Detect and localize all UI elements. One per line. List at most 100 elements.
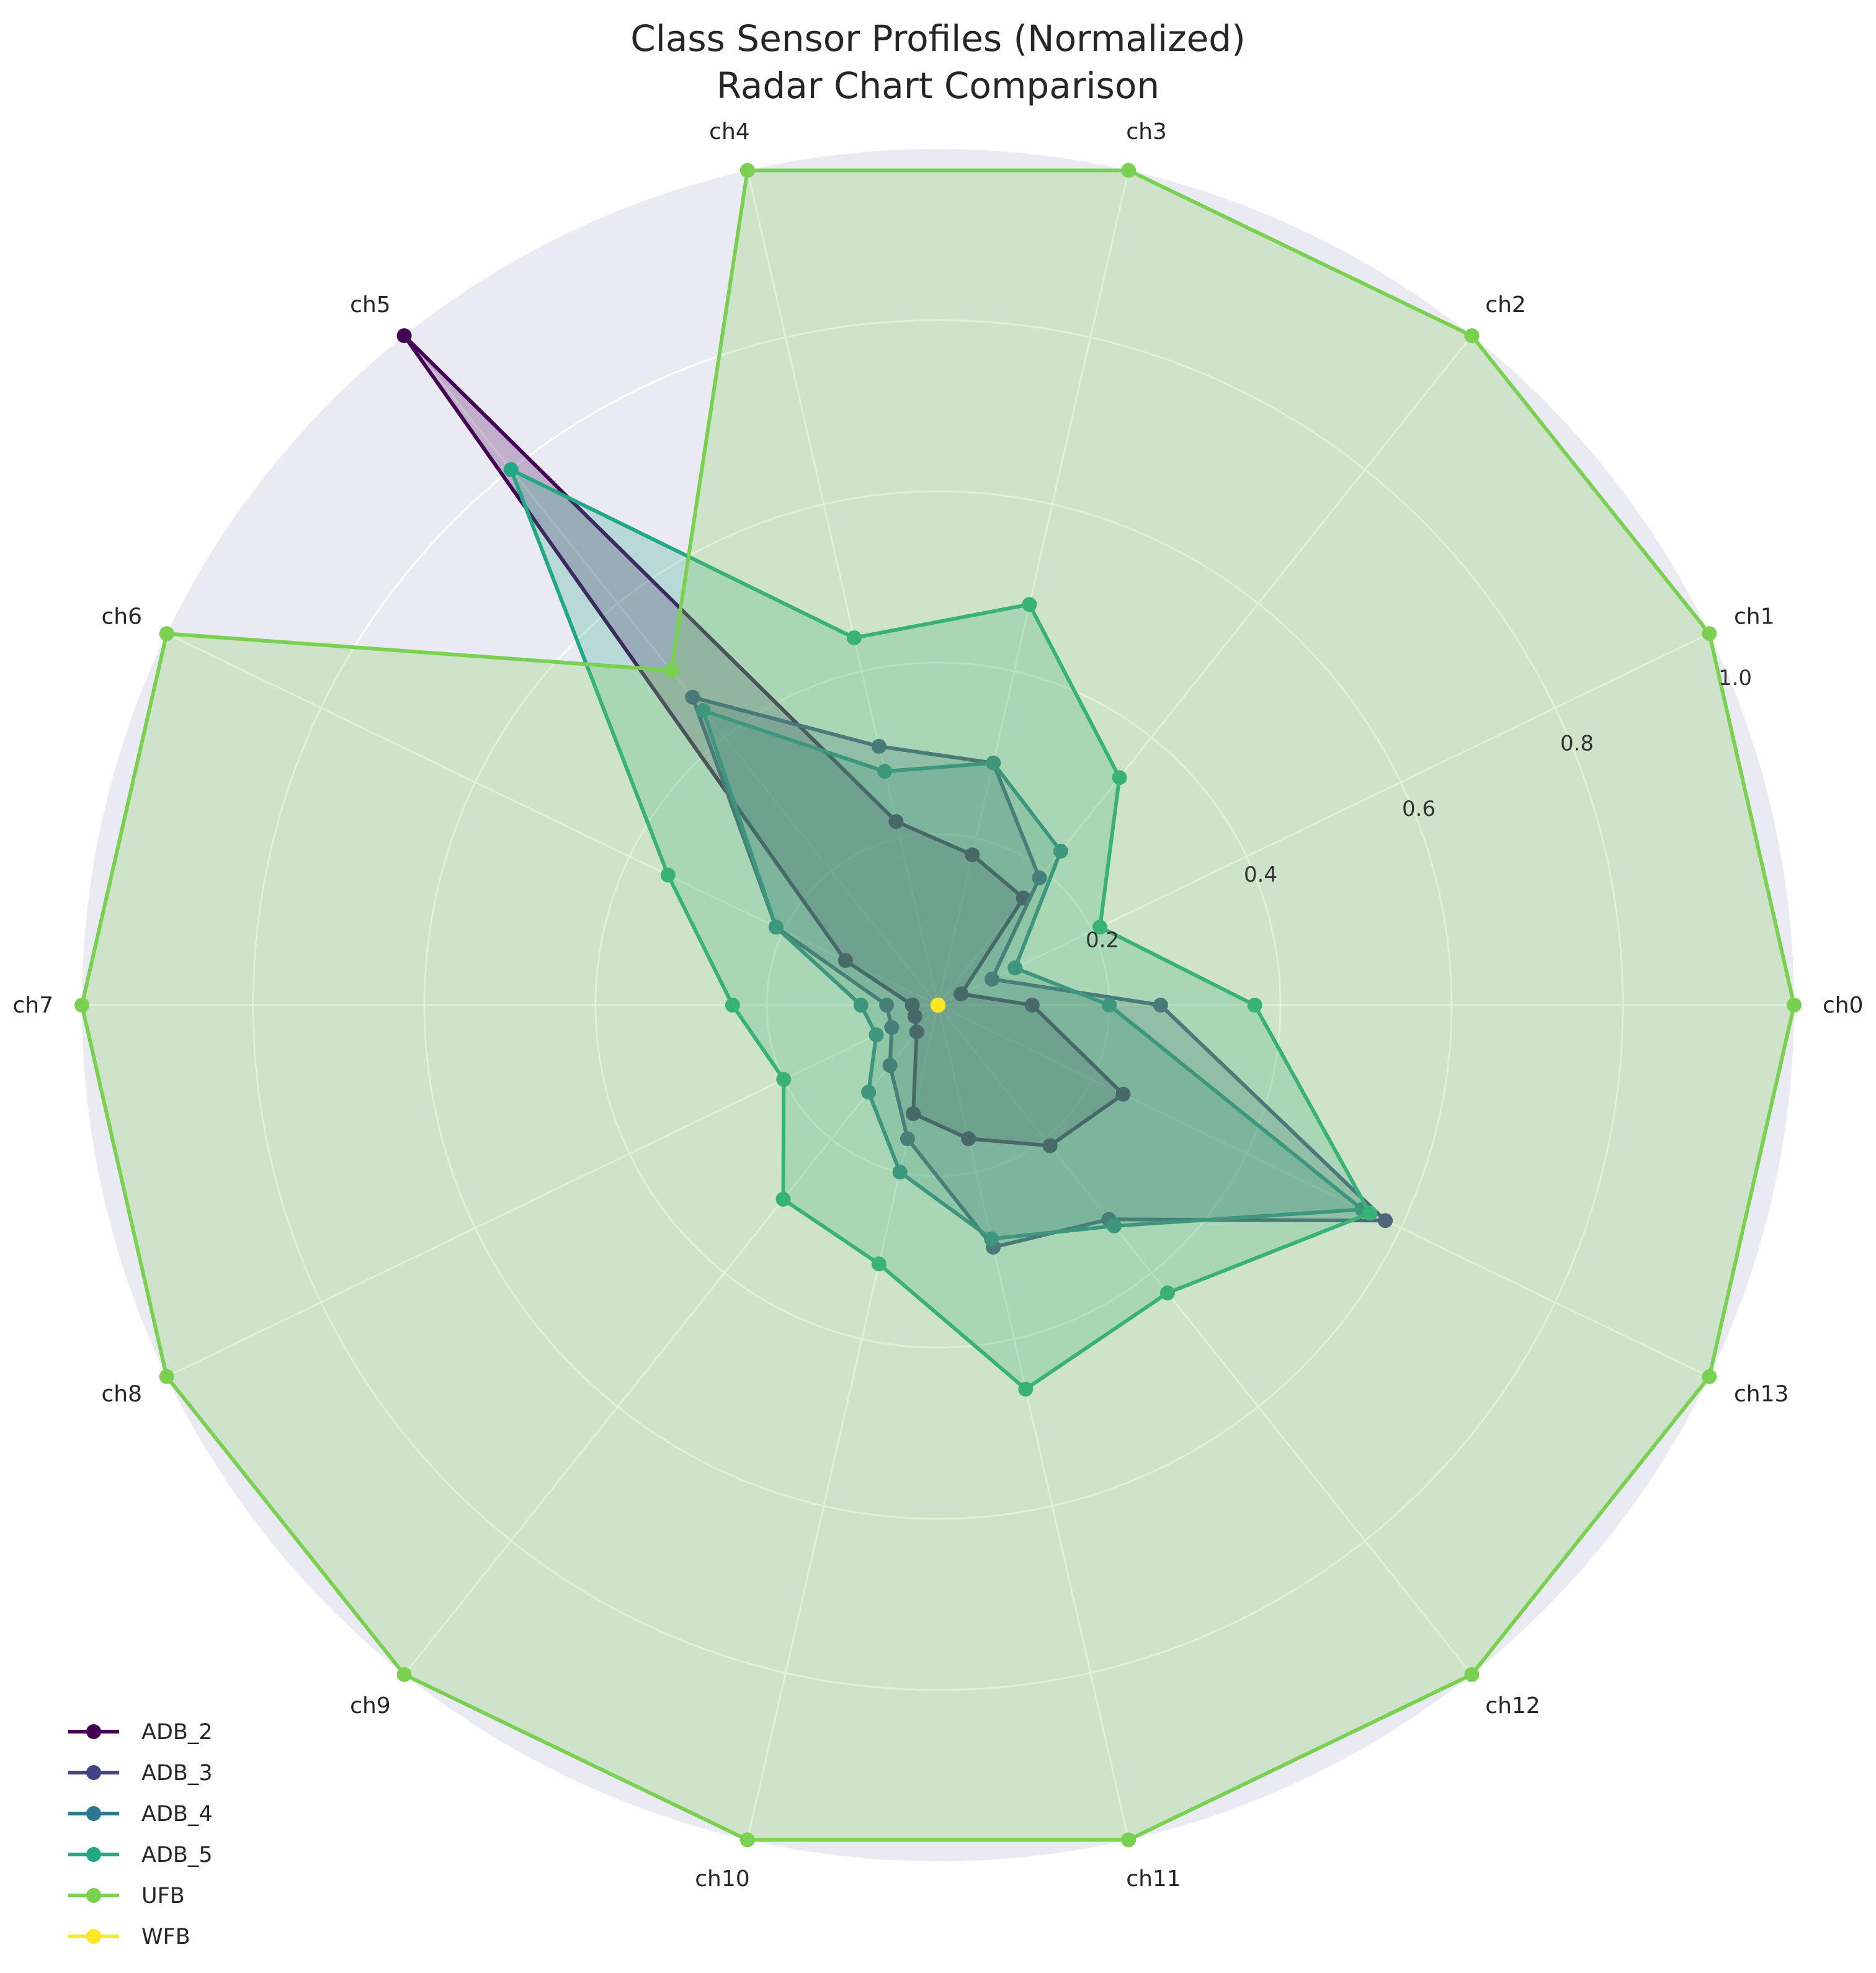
point-UFB-ch10 [739,1832,755,1848]
point-UFB-ch2 [1464,328,1480,344]
radial-tick-2: 0.6 [1402,797,1436,821]
legend-label-ADB_5: ADB_5 [141,1843,213,1868]
point-ADB_2-ch6 [838,953,853,969]
point-ADB_4-ch11 [984,1231,999,1246]
point-ADB_3-ch5 [685,689,700,705]
legend-marker-ADB_3 [86,1765,101,1780]
legend-item-UFB: UFB [68,1884,185,1908]
series-ADB_5 [503,462,1378,1397]
point-UFB-ch5 [663,663,679,678]
axis-label-ch0: ch0 [1823,993,1864,1018]
point-ADB_5-ch11 [1018,1381,1034,1397]
point-ADB_2-ch10 [906,1106,921,1121]
point-ADB_5-ch5 [503,462,519,477]
point-WFB-ch13 [931,998,945,1013]
series-ADB_3 [685,689,1393,1255]
legend-marker-ADB_5 [86,1847,101,1862]
point-ADB_3-ch9 [882,1058,898,1073]
axis-label-ch4: ch4 [709,119,750,145]
point-ADB_3-ch8 [884,1019,900,1035]
point-ADB_5-ch4 [846,630,862,645]
legend-marker-UFB [86,1888,101,1903]
grid-spoke-ch3 [937,170,1130,1006]
legend-marker-ADB_2 [86,1724,101,1739]
legend-label-ADB_3: ADB_3 [141,1761,213,1786]
point-ADB_5-ch2 [1112,770,1127,785]
point-ADB_3-ch2 [1032,870,1047,885]
point-ADB_5-ch7 [725,998,740,1013]
point-ADB_5-ch3 [1022,597,1037,612]
point-ADB_4-ch4 [877,764,892,779]
point-ADB_4-ch5 [695,703,711,718]
point-ADB_5-ch12 [1160,1285,1175,1300]
axis-label-ch11: ch11 [1126,1866,1181,1892]
grid-spoke-ch9 [403,1004,939,1675]
legend-item-ADB_4: ADB_4 [68,1802,213,1827]
legend-item-ADB_3: ADB_3 [68,1761,213,1786]
point-UFB-ch7 [74,998,89,1013]
axis-label-ch1: ch1 [1734,604,1775,630]
point-ADB_2-ch3 [965,847,980,862]
radial-tick-0: 0.2 [1086,928,1119,952]
point-ADB_5-ch10 [871,1256,887,1272]
point-ADB_2-ch9 [909,1024,924,1040]
axis-label-ch7: ch7 [12,993,53,1018]
series-WFB [931,998,945,1013]
point-ADB_5-ch8 [776,1072,792,1087]
legend-label-ADB_2: ADB_2 [141,1720,213,1745]
series-ADB_2 [396,328,1131,1153]
chart-subtitle: Radar Chart Comparison [717,65,1159,107]
point-ADB_2-ch7 [904,998,920,1013]
point-UFB-ch4 [739,163,755,178]
axis-label-ch5: ch5 [350,292,391,318]
point-ADB_2-ch12 [1042,1138,1058,1153]
point-ADB_5-ch13 [1362,1206,1378,1221]
axis-label-ch10: ch10 [695,1866,749,1892]
point-ADB_4-ch7 [853,998,869,1013]
point-ADB_4-ch2 [1053,843,1068,859]
axis-label-ch2: ch2 [1485,292,1526,318]
point-ADB_4-ch3 [986,755,1001,771]
point-UFB-ch9 [396,1667,412,1682]
grid-spoke-ch1 [937,632,1710,1006]
point-ADB_4-ch6 [768,919,784,935]
chart-title: Class Sensor Profiles (Normalized) [630,17,1245,60]
axis-label-ch3: ch3 [1126,119,1167,145]
point-UFB-ch13 [1702,1369,1717,1384]
point-ADB_5-ch9 [775,1191,791,1207]
point-ADB_2-ch0 [1024,998,1040,1013]
grid-spoke-ch4 [746,170,939,1006]
point-ADB_3-ch4 [871,738,887,754]
point-ADB_3-ch13 [1378,1213,1393,1228]
point-ADB_2-ch11 [961,1131,976,1147]
point-ADB_3-ch10 [900,1131,915,1147]
point-ADB_4-ch8 [869,1027,884,1042]
axis-label-ch12: ch12 [1485,1693,1540,1719]
series-fill-ADB_2 [404,336,1123,1146]
chart-title-group: Class Sensor Profiles (Normalized) Radar… [630,17,1245,107]
point-ADB_4-ch12 [1106,1219,1122,1233]
grid-spoke-ch8 [166,1004,939,1378]
legend-item-ADB_5: ADB_5 [68,1843,213,1868]
legend-item-WFB: WFB [68,1925,190,1949]
point-UFB-ch6 [159,626,174,642]
point-UFB-ch8 [159,1369,174,1384]
radial-tick-3: 0.8 [1560,731,1594,756]
series-layer [74,163,1802,1848]
point-ADB_3-ch7 [879,998,895,1013]
series-fill-ADB_3 [692,697,1386,1248]
series-ADB_4 [695,703,1370,1246]
axis-label-ch8: ch8 [101,1382,142,1407]
point-ADB_3-ch0 [1153,998,1168,1013]
point-ADB_2-ch4 [888,814,904,829]
point-ADB_3-ch1 [985,972,999,987]
grid-spoke-ch12 [937,1004,1473,1675]
point-UFB-ch11 [1121,1832,1137,1848]
axis-labels: ch0 ch1 ch2 ch3 ch4 ch5 ch6 ch7 ch8 ch9 ch10 ch11 ch… [12,119,1863,1892]
radial-tick-1: 0.4 [1244,862,1277,887]
legend-label-UFB: UFB [141,1884,185,1908]
point-UFB-ch12 [1464,1667,1480,1682]
point-UFB-ch0 [1787,998,1802,1013]
grid-spoke-ch6 [166,632,939,1006]
